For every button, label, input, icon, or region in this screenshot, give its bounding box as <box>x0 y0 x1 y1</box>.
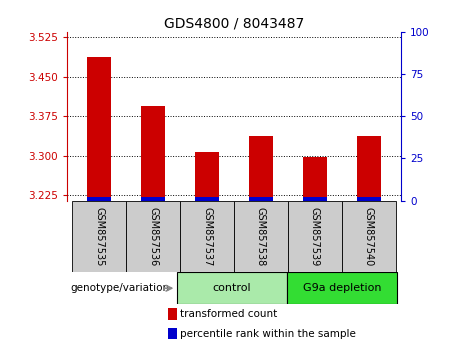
Text: GSM857535: GSM857535 <box>94 207 104 266</box>
Bar <box>168 328 177 339</box>
Text: G9a depletion: G9a depletion <box>303 283 382 293</box>
Bar <box>342 201 396 272</box>
Text: control: control <box>213 283 251 293</box>
Bar <box>303 158 327 201</box>
Bar <box>168 308 177 320</box>
Text: transformed count: transformed count <box>180 309 277 319</box>
Bar <box>234 201 288 272</box>
Bar <box>287 272 397 304</box>
Bar <box>195 152 219 201</box>
Text: percentile rank within the sample: percentile rank within the sample <box>180 329 356 339</box>
Text: GSM857539: GSM857539 <box>310 207 320 266</box>
Bar <box>357 136 381 201</box>
Bar <box>303 197 327 201</box>
Bar <box>141 197 165 201</box>
Bar <box>87 57 111 201</box>
Text: GSM857540: GSM857540 <box>364 207 374 266</box>
Bar <box>357 197 381 201</box>
Bar <box>87 197 111 201</box>
Text: GSM857536: GSM857536 <box>148 207 158 266</box>
Text: GSM857538: GSM857538 <box>256 207 266 266</box>
Bar <box>177 272 287 304</box>
Bar <box>126 201 180 272</box>
Bar <box>180 201 234 272</box>
Bar <box>288 201 342 272</box>
Bar <box>72 201 126 272</box>
Title: GDS4800 / 8043487: GDS4800 / 8043487 <box>164 17 304 31</box>
Bar <box>195 197 219 201</box>
Text: GSM857537: GSM857537 <box>202 207 212 266</box>
Bar <box>249 197 273 201</box>
Bar <box>249 136 273 201</box>
Bar <box>141 106 165 201</box>
Text: genotype/variation: genotype/variation <box>71 283 170 293</box>
